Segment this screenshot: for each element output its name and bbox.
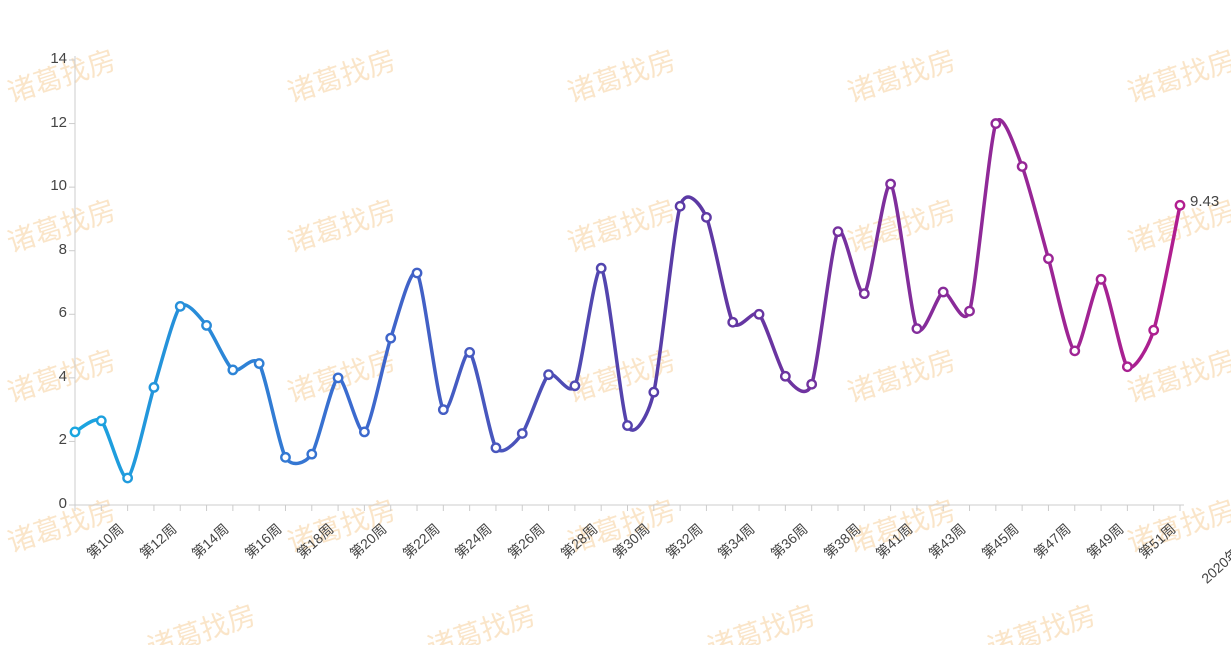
y-tick-label: 12	[41, 114, 67, 131]
data-point	[1176, 201, 1184, 209]
data-point	[281, 453, 289, 461]
data-point	[492, 444, 500, 452]
data-point	[150, 383, 158, 391]
data-point	[1097, 275, 1105, 283]
data-point	[702, 213, 710, 221]
data-point	[1071, 347, 1079, 355]
data-point	[71, 428, 79, 436]
data-point	[334, 374, 342, 382]
y-tick-label: 4	[41, 368, 67, 385]
data-point	[992, 119, 1000, 127]
data-point	[676, 202, 684, 210]
data-point	[597, 264, 605, 272]
series-end-label: 9.43	[1190, 193, 1219, 210]
data-point	[965, 307, 973, 315]
data-point	[413, 269, 421, 277]
data-point	[913, 324, 921, 332]
data-point	[1018, 162, 1026, 170]
y-tick-label: 8	[41, 241, 67, 258]
data-point	[623, 421, 631, 429]
data-point	[729, 318, 737, 326]
data-point	[781, 372, 789, 380]
data-point	[123, 474, 131, 482]
data-point	[544, 370, 552, 378]
data-point	[176, 302, 184, 310]
data-point	[571, 382, 579, 390]
y-tick-label: 14	[41, 50, 67, 67]
data-point	[886, 180, 894, 188]
data-point	[834, 227, 842, 235]
data-point	[97, 417, 105, 425]
data-point	[807, 380, 815, 388]
y-tick-label: 0	[41, 495, 67, 512]
data-point	[308, 450, 316, 458]
data-point	[202, 321, 210, 329]
data-point	[255, 359, 263, 367]
data-point	[939, 288, 947, 296]
data-point	[860, 289, 868, 297]
series-markers	[71, 119, 1184, 482]
data-point	[518, 429, 526, 437]
y-tick-label: 10	[41, 177, 67, 194]
data-point	[360, 428, 368, 436]
y-tick-label: 2	[41, 431, 67, 448]
data-point	[1149, 326, 1157, 334]
data-point	[229, 366, 237, 374]
data-point	[755, 310, 763, 318]
data-point	[1044, 254, 1052, 262]
data-point	[439, 405, 447, 413]
data-point	[465, 348, 473, 356]
data-point	[1123, 363, 1131, 371]
axes	[69, 56, 1184, 511]
data-point	[650, 388, 658, 396]
y-tick-label: 6	[41, 304, 67, 321]
line-chart: 诸葛找房诸葛找房诸葛找房诸葛找房诸葛找房诸葛找房诸葛找房诸葛找房诸葛找房诸葛找房…	[0, 0, 1231, 645]
data-point	[387, 334, 395, 342]
